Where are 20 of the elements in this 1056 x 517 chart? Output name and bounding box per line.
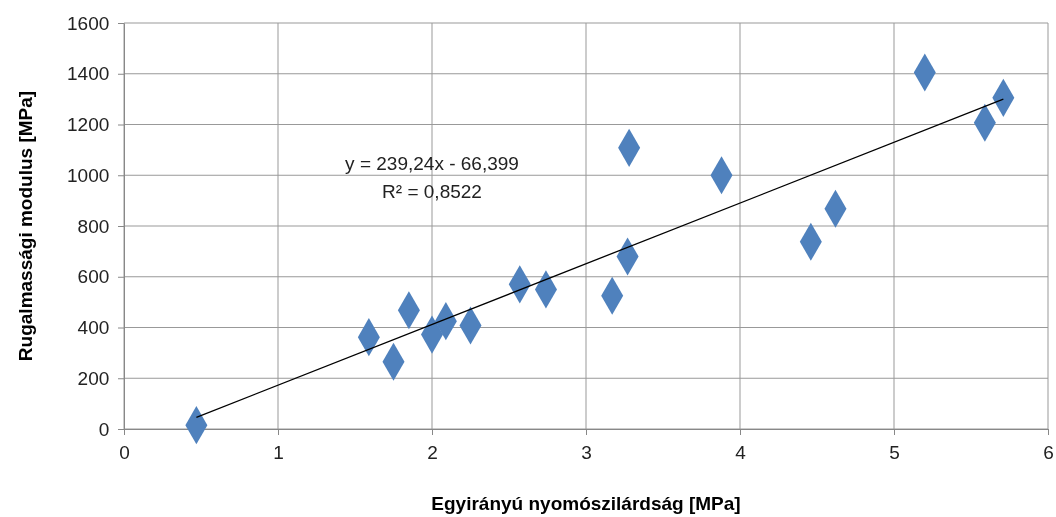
x-tick-label: 1 [273,441,284,463]
x-axis-title: Egyirányú nyomószilárdság [MPa] [431,493,741,514]
y-axis-title: Rugalmassági modulus [MPa] [15,90,36,362]
y-tick-label: 1000 [67,164,110,186]
y-tick-label: 400 [77,317,110,339]
y-tick-label: 0 [98,418,110,440]
y-tick-label: 1400 [67,63,110,85]
x-tick-label: 6 [1043,441,1054,463]
y-tick-label: 600 [77,266,110,288]
x-tick-label: 0 [119,441,130,463]
y-tick-label: 800 [77,215,110,237]
y-tick-label: 200 [77,367,110,389]
x-tick-label: 4 [735,441,747,463]
annotation: y = 239,24x - 66,399 [345,153,519,174]
x-tick-label: 5 [889,441,900,463]
y-tick-label: 1200 [67,114,110,136]
x-tick-label: 3 [581,441,592,463]
y-tick-label: 1600 [67,12,110,34]
annotation: R² = 0,8522 [382,181,482,202]
x-tick-label: 2 [427,441,438,463]
